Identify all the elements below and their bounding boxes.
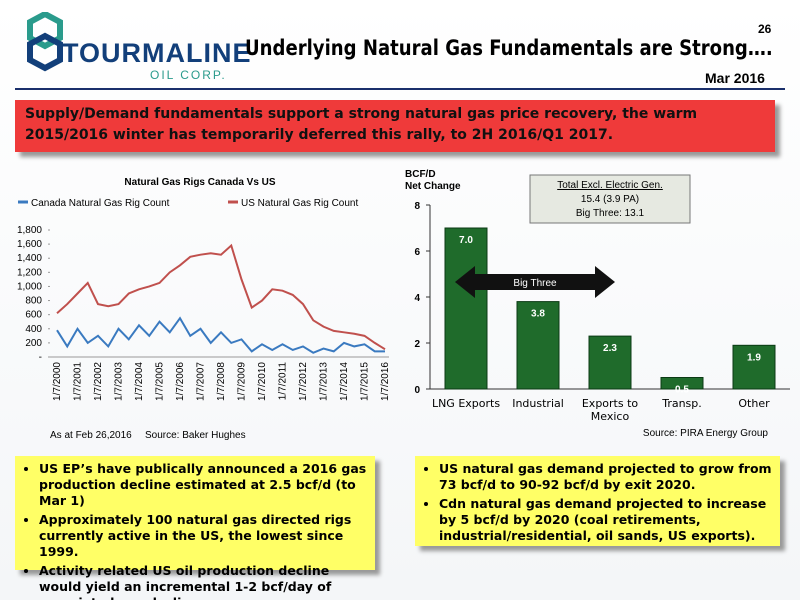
note: As at Feb 26,2016 [50, 430, 132, 441]
x-tick-label: 1/7/2006 [175, 362, 186, 401]
x-tick-label: 1/7/2015 [360, 362, 371, 401]
y-tick-label: - [39, 352, 42, 363]
value-label: 7.0 [459, 235, 473, 246]
x-tick-label: 1/7/2005 [155, 362, 166, 401]
y-tick-label: 8 [414, 201, 420, 212]
bullet: US EP’s have publically announced a 2016… [39, 461, 367, 509]
y-tick-label: 2 [414, 339, 420, 350]
bar [732, 344, 776, 390]
x-tick-label: Exports to Mexico [581, 397, 639, 423]
y-tick-label: 800 [25, 296, 42, 307]
series-line [56, 243, 386, 351]
x-tick-label: 1/7/2010 [257, 362, 268, 401]
note: Source: Baker Hughes [145, 430, 246, 441]
y-tick-label: 1,600 [17, 239, 42, 250]
legend-label: US Natural Gas Rig Count [241, 198, 358, 209]
divider [15, 88, 785, 90]
annotation: Big Three: 13.1 [576, 208, 645, 219]
y-tick-label: 200 [25, 338, 42, 349]
y-axis-label: Net Change [405, 181, 461, 192]
date: Mar 2016 [705, 70, 765, 86]
value-label: 1.9 [747, 352, 761, 363]
bar [660, 377, 704, 390]
logo-text: TOURMALINE [62, 38, 252, 68]
value-label: 2.3 [603, 343, 617, 354]
series-line [56, 316, 385, 354]
x-tick-label: 1/7/2002 [93, 362, 104, 401]
y-tick-label: 1,000 [17, 281, 42, 292]
x-tick-label: Industrial [512, 397, 564, 410]
line-chart: Natural Gas Rigs Canada Vs US Canada Natu… [17, 177, 391, 441]
bullet-box: US natural gas demand projected to grow … [415, 456, 780, 546]
arrow [455, 266, 615, 298]
x-tick-label: 1/7/2009 [237, 362, 248, 401]
chart-title: Natural Gas Rigs Canada Vs US [124, 177, 275, 188]
x-tick-label: 1/7/2012 [298, 362, 309, 401]
logo-icon [27, 12, 63, 72]
x-tick-label: 1/7/2013 [319, 362, 330, 401]
x-tick-label: 1/7/2016 [380, 362, 391, 401]
y-tick-label: 1,400 [17, 253, 42, 264]
x-tick-label: Transp. [662, 397, 702, 410]
page-number: 26 [758, 22, 772, 36]
y-tick-label: 4 [414, 293, 420, 304]
y-tick-label: 1,800 [17, 225, 42, 236]
banner: Supply/Demand fundamentals support a str… [15, 100, 775, 152]
y-tick-label: 400 [25, 324, 42, 335]
bullet: Approximately 100 natural gas directed r… [39, 512, 367, 560]
x-tick-label: 1/7/2001 [73, 362, 84, 401]
bar [588, 335, 632, 390]
source: Source: PIRA Energy Group [643, 428, 769, 439]
x-tick-label: LNG Exports [431, 397, 501, 410]
bullet: US natural gas demand projected to grow … [439, 461, 772, 493]
y-axis-label: BCF/D [405, 169, 436, 180]
arrow-label: Big Three [513, 278, 557, 289]
x-tick-label: 1/7/2000 [52, 362, 63, 401]
slide-title: Underlying Natural Gas Fundamentals are … [245, 36, 773, 60]
y-tick-label: 6 [414, 247, 420, 258]
x-tick-label: 1/7/2003 [114, 362, 125, 401]
y-tick-label: 600 [25, 310, 42, 321]
x-tick-label: Other [738, 397, 770, 410]
y-tick-label: 0 [414, 385, 420, 396]
x-tick-label: 1/7/2007 [196, 362, 207, 401]
annotation-box [529, 174, 691, 224]
x-tick-label: 1/7/2014 [339, 362, 350, 401]
logo-subtext: OIL CORP. [150, 68, 227, 82]
annotation: Total Excl. Electric Gen. [557, 180, 663, 191]
legend-label: Canada Natural Gas Rig Count [31, 198, 170, 209]
bar [516, 301, 560, 390]
bar [444, 227, 488, 390]
value-label: 3.8 [531, 309, 545, 320]
annotation: 15.4 (3.9 PA) [581, 194, 639, 205]
x-tick-label: 1/7/2008 [216, 362, 227, 401]
y-tick-label: 1,200 [17, 267, 42, 278]
x-tick-label: 1/7/2011 [278, 362, 289, 401]
x-tick-label: 1/7/2004 [134, 362, 145, 401]
bullet-box: US EP’s have publically announced a 2016… [15, 456, 375, 600]
bullet: Activity related US oil production decli… [39, 563, 367, 600]
bullet: Cdn natural gas demand projected to incr… [439, 496, 772, 544]
value-label: 0.5 [675, 385, 689, 396]
